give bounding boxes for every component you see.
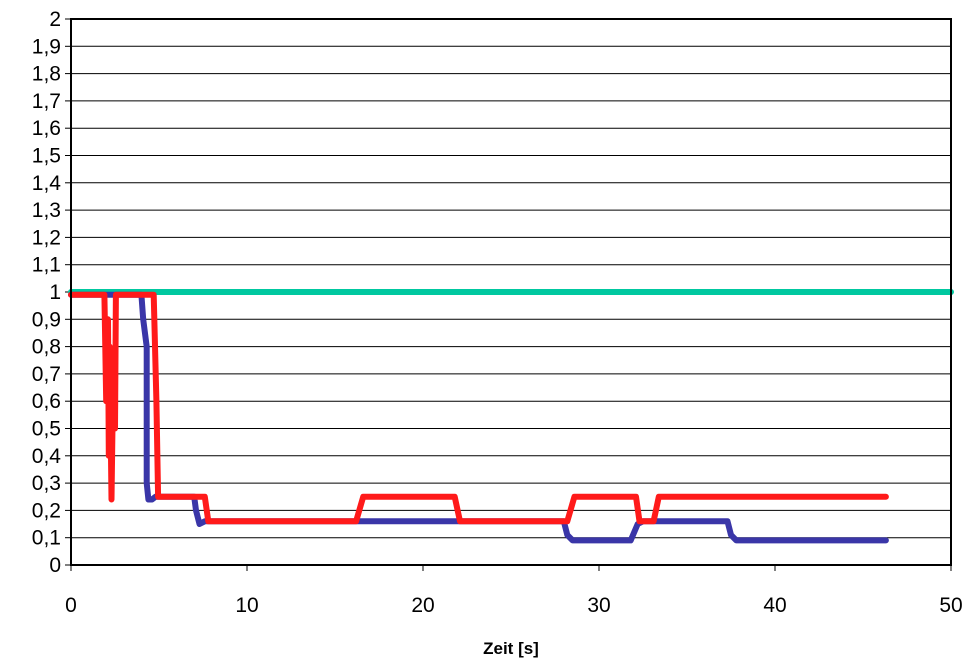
- y-axis-tick-labels: 0 0,1 0,2 0,3 0,4 0,5 0,6 0,7 0,8 0,9 1 1,1 1,2 1,3 1,…: [32, 8, 62, 577]
- x-tick-label: 50: [939, 594, 962, 617]
- y-tick-label: 1,3: [32, 199, 61, 222]
- y-tick-label: 0,1: [32, 527, 61, 550]
- x-tick-label: 30: [587, 594, 610, 617]
- series-line-2: [68, 291, 889, 544]
- y-tick-label: 1: [49, 281, 61, 304]
- x-tick-label: 10: [235, 594, 258, 617]
- y-tick-label: 1,7: [32, 90, 61, 113]
- y-tick-label: 0,4: [32, 445, 62, 468]
- x-tick-label: 20: [411, 594, 434, 617]
- y-tick-label: 0,5: [32, 418, 61, 441]
- y-tick-label: 0: [49, 554, 61, 577]
- y-tick-label: 0,6: [32, 390, 61, 413]
- y-tick-label: 1,4: [32, 172, 62, 195]
- series-line-3: [68, 291, 889, 525]
- series-lines: [68, 289, 954, 544]
- y-tick-label: 1,9: [32, 35, 61, 58]
- x-tick-label: 0: [65, 594, 77, 617]
- x-axis-title: Zeit [s]: [483, 639, 539, 658]
- y-tick-label: 0,9: [32, 308, 61, 331]
- y-tick-label: 0,2: [32, 499, 61, 522]
- y-tick-label: 0,7: [32, 363, 61, 386]
- x-axis-tick-labels: 0 10 20 30 40 50: [65, 594, 963, 617]
- y-tick-label: 1,5: [32, 145, 61, 168]
- y-tick-label: 0,3: [32, 472, 61, 495]
- y-tick-label: 1,1: [32, 254, 61, 277]
- y-tick-label: 1,2: [32, 226, 61, 249]
- y-tick-label: 1,6: [32, 117, 61, 140]
- y-tick-label: 2: [49, 8, 61, 31]
- plot-border: [70, 18, 952, 566]
- y-tick-label: 0,8: [32, 336, 61, 359]
- y-tick-label: 1,8: [32, 63, 61, 86]
- x-tick-label: 40: [763, 594, 786, 617]
